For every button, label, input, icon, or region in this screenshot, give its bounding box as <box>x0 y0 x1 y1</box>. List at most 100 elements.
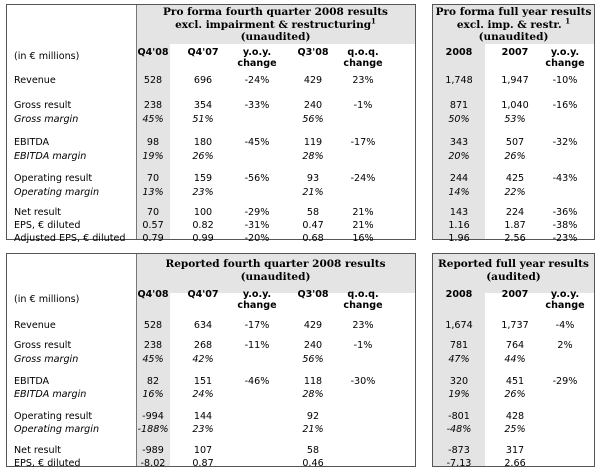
column-header: y.o.y. change <box>545 289 585 311</box>
unit-label: (in € millions) <box>14 51 80 62</box>
table-title: Reported fourth quarter 2008 results <box>165 258 386 270</box>
column-header: q.o.q. change <box>343 47 383 69</box>
table-cell: 0.87 <box>192 458 214 469</box>
column-divider <box>136 5 137 239</box>
table-cell: 0.68 <box>302 233 324 244</box>
table-cell: 44% <box>504 354 526 365</box>
column-header: Q4'07 <box>187 47 219 58</box>
table-cell: 144 <box>193 411 213 422</box>
row-label: Revenue <box>14 320 56 331</box>
table-cell: 871 <box>449 100 469 111</box>
table-cell: 429 <box>303 320 323 331</box>
table-cell: 2% <box>557 340 573 351</box>
table-cell: 25% <box>504 424 526 435</box>
table-cell: 45% <box>142 354 164 365</box>
column-header: 2007 <box>501 289 529 300</box>
column-header: q.o.q. change <box>343 289 383 311</box>
table-cell: -4% <box>555 320 575 331</box>
table-cell: -30% <box>350 376 376 387</box>
row-label: EPS, € diluted <box>14 458 81 469</box>
table-cell: -24% <box>350 173 376 184</box>
table-cell: 425 <box>505 173 525 184</box>
table-title: Reported full year results <box>438 258 589 270</box>
table-cell: 23% <box>352 75 374 86</box>
table-cell: -29% <box>552 376 578 387</box>
table-cell: 151 <box>193 376 213 387</box>
table-cell: 0.82 <box>192 220 214 231</box>
table-cell: -36% <box>552 207 578 218</box>
table-cell: 428 <box>505 411 525 422</box>
table-cell: -31% <box>244 220 270 231</box>
table-cell: 317 <box>505 445 525 456</box>
row-label: EBITDA margin <box>14 389 87 400</box>
table-cell: 93 <box>306 173 320 184</box>
table-cell: -33% <box>244 100 270 111</box>
table-cell: -20% <box>244 233 270 244</box>
table-cell: 0.57 <box>142 220 164 231</box>
table-cell: 143 <box>449 207 469 218</box>
table-cell: 107 <box>193 445 213 456</box>
row-label: Operating margin <box>14 424 100 435</box>
column-header: 2008 <box>445 47 473 58</box>
row-label: Net result <box>14 445 62 456</box>
footnote-marker: 1 <box>565 16 571 25</box>
table-cell: -16% <box>552 100 578 111</box>
row-label: EBITDA margin <box>14 151 87 162</box>
column-header: Q4'08 <box>137 289 169 300</box>
row-label: EBITDA <box>14 376 50 387</box>
table-cell: 2.66 <box>504 458 526 469</box>
row-label: Adjusted EPS, € diluted <box>14 233 126 244</box>
table-cell: 238 <box>143 340 163 351</box>
table-subtitle: (unaudited) <box>240 270 311 283</box>
table-cell: 26% <box>504 389 526 400</box>
proforma-fy-header: Pro forma full year results excl. imp. &… <box>433 5 594 44</box>
table-cell: 51% <box>192 114 214 125</box>
table-subtitle: (unaudited) <box>478 31 549 43</box>
table-cell: 1.87 <box>504 220 526 231</box>
table-cell: 53% <box>504 114 526 125</box>
column-divider <box>136 254 137 466</box>
highlight-column <box>433 43 485 239</box>
table-cell: 28% <box>302 151 324 162</box>
column-header: y.o.y. change <box>237 47 277 69</box>
highlight-column <box>136 43 170 239</box>
table-cell: -801 <box>448 411 470 422</box>
table-cell: -38% <box>552 220 578 231</box>
table-cell: -10% <box>552 75 578 86</box>
table-cell: -24% <box>244 75 270 86</box>
table-cell: -45% <box>244 137 270 148</box>
table-cell: 507 <box>505 137 525 148</box>
table-cell: -188% <box>137 424 169 435</box>
reported-fy-header: Reported full year results (audited) <box>433 254 594 293</box>
table-cell: 224 <box>505 207 525 218</box>
table-cell: -7.13 <box>446 458 472 469</box>
table-cell: -17% <box>350 137 376 148</box>
column-header: Q4'08 <box>137 47 169 58</box>
table-cell: -1% <box>353 340 373 351</box>
table-cell: 23% <box>192 187 214 198</box>
table-cell: -32% <box>552 137 578 148</box>
table-cell: 14% <box>448 187 470 198</box>
table-cell: 1,947 <box>501 75 529 86</box>
table-cell: 0.47 <box>302 220 324 231</box>
table-subtitle: (audited) <box>486 270 541 283</box>
table-title-line2: excl. impairment & restructuring1 <box>136 17 415 32</box>
row-label: Revenue <box>14 75 56 86</box>
column-header: Q4'07 <box>187 289 219 300</box>
proforma-q4-table: Pro forma fourth quarter 2008 results ex… <box>6 4 416 244</box>
highlight-column <box>136 282 170 466</box>
table-cell: 21% <box>302 424 324 435</box>
table-cell: 22% <box>504 187 526 198</box>
table-cell: -994 <box>142 411 164 422</box>
table-cell: 42% <box>192 354 214 365</box>
table-cell: -873 <box>448 445 470 456</box>
table-cell: 1,737 <box>501 320 529 331</box>
column-header: Q3'08 <box>297 289 329 300</box>
table-cell: 1,748 <box>445 75 473 86</box>
table-cell: 119 <box>303 137 323 148</box>
table-cell: 1.16 <box>448 220 470 231</box>
table-cell: 528 <box>143 320 163 331</box>
table-cell: 20% <box>448 151 470 162</box>
row-label: Gross margin <box>14 114 79 125</box>
table-cell: 1,674 <box>445 320 473 331</box>
